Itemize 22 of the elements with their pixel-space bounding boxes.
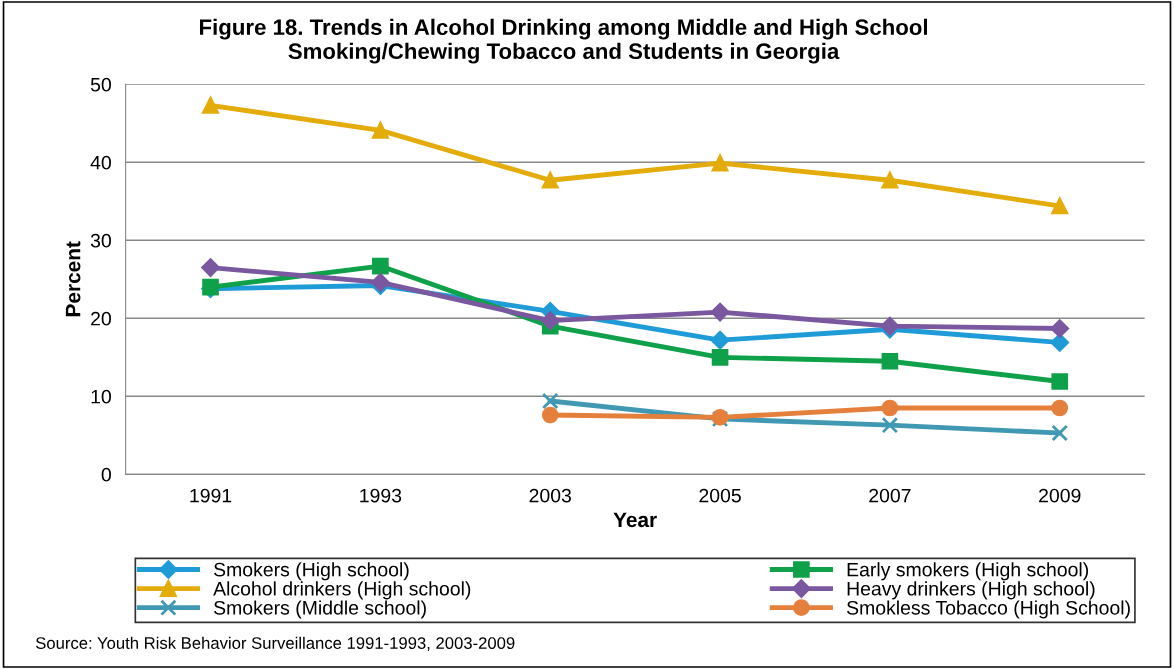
legend-label: Heavy drinkers (High school) — [847, 581, 1095, 600]
x-tick-label: 2005 — [699, 488, 741, 503]
x-tick-label: 2003 — [529, 488, 571, 503]
source-note: Source: Youth Risk Behavior Surveillance 1991-1993, 2003-2009 — [35, 636, 515, 651]
y-tick-label: 50 — [90, 77, 111, 92]
x-axis-title: Year — [613, 512, 657, 528]
legend-label: Alcohol drinkers (High school) — [213, 581, 471, 600]
y-axis-title: Percent — [65, 241, 81, 317]
x-tick-label: 1993 — [360, 488, 402, 503]
legend-label: Early smokers (High school) — [847, 562, 1089, 581]
chart-title: Figure 18. Trends in Alcohol Drinking among Middle and High School Smoking/Chewing Tobacco and Students in Georgia — [199, 18, 928, 64]
y-tick-label: 0 — [101, 467, 111, 482]
x-tick-label: 2009 — [1039, 488, 1081, 503]
y-tick-label: 40 — [90, 155, 111, 170]
x-tick-label: 2007 — [869, 488, 911, 503]
legend-label: Smokers (Middle school) — [214, 600, 426, 619]
x-tick-label: 1991 — [190, 488, 232, 503]
legend-label: Smokless Tobacco (High School) — [846, 600, 1130, 619]
legend-label: Smokers (High school) — [214, 562, 409, 581]
y-tick-label: 30 — [90, 233, 111, 248]
y-tick-label: 20 — [91, 311, 111, 326]
y-tick-label: 10 — [91, 389, 111, 404]
